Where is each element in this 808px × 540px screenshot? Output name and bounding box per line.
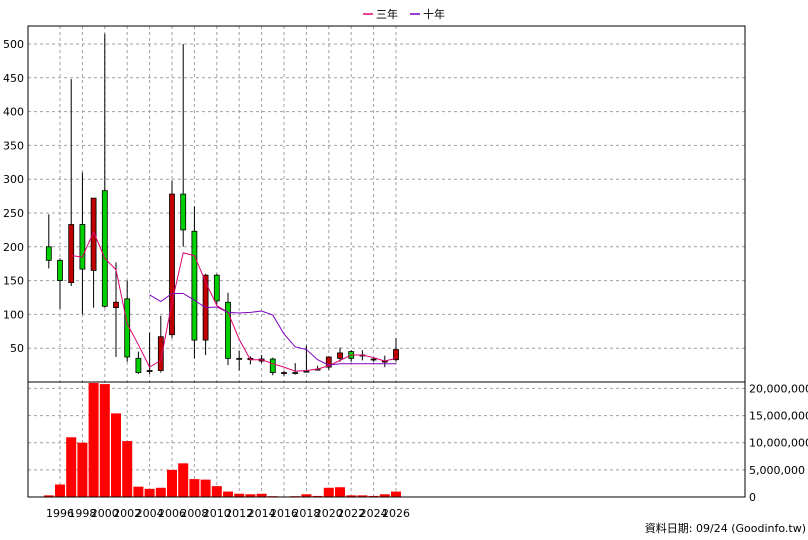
volume-bar [155,487,166,497]
volume-bar [99,384,110,497]
grid [28,26,745,497]
candle-body [57,259,63,282]
volume-bar [391,491,401,497]
year-tick-label: 2008 [180,507,208,520]
volume-bar [178,463,189,497]
volume-bar [211,486,222,497]
volume-bar [43,495,54,497]
volume-tick-label: 0 [749,491,756,504]
volume-bar [189,479,200,497]
candle-body [303,370,310,373]
volume-bar [133,486,144,497]
year-tick-label: 1996 [46,507,74,520]
volume-bar [77,442,88,497]
volume-bar [245,494,256,497]
moving-average-lines [71,230,397,372]
volume-bar [66,437,77,497]
price-tick-label: 150 [3,275,24,288]
year-tick-label: 2006 [158,507,186,520]
volume-tick-label: 15,000,000 [749,410,808,423]
candle-body [90,197,97,271]
volume-tick-label: 5,000,000 [749,464,805,477]
candle-body [393,349,399,361]
ma-line-10yr [149,292,396,366]
candle-body [113,301,119,309]
volume-bar [346,495,357,497]
year-tick-label: 2024 [360,507,388,520]
year-tick-label: 2026 [382,507,410,520]
volume-bar [335,487,345,497]
year-tick-label: 1998 [68,507,96,520]
candlesticks [45,33,399,376]
year-tick-label: 2002 [113,507,141,520]
volume-tick-label: 20,000,000 [749,382,808,395]
candle-body [213,274,220,302]
candle-body [101,190,108,307]
candle-body [146,370,153,372]
candle-body [281,372,287,374]
legend: 三年 十年 [363,7,445,21]
volume-bar [323,487,334,497]
legend-label: 三年 [376,7,398,21]
price-tick-label: 50 [10,342,24,355]
volume-bar [167,469,177,497]
candle-body [191,230,198,341]
candle-body [325,356,332,368]
year-tick-label: 2022 [337,507,365,520]
volume-bar [111,413,121,497]
data-date-footer: 資料日期: 09/24 (Goodinfo.tw) [645,521,806,535]
volume-bar [368,495,379,497]
year-tick-label: 2000 [91,507,119,520]
volume-bar [88,383,99,497]
candle-body [135,357,142,373]
price-tick-label: 450 [3,72,24,85]
year-tick-label: 2014 [248,507,276,520]
volume-bar [200,479,211,497]
candle-body [157,336,164,371]
price-tick-label: 200 [3,241,24,254]
candle-body [225,301,231,359]
candle-body [292,372,299,374]
price-tick-label: 500 [3,38,24,51]
candle-body [337,352,343,359]
year-tick-label: 2020 [315,507,343,520]
candle-body [79,224,86,270]
plot-frame [27,25,746,498]
candle-body [45,246,52,261]
year-tick-label: 2016 [270,507,298,520]
year-tick-label: 2010 [203,507,231,520]
volume-bar [312,495,323,497]
candle-body [236,357,243,360]
year-tick-label: 2004 [136,507,164,520]
volume-bar [122,441,133,497]
candle-body [269,358,276,373]
price-tick-label: 400 [3,106,24,119]
volume-bar [301,494,312,497]
legend-label: 十年 [423,7,445,21]
volume-bar [144,488,155,497]
volume-bar [256,493,267,497]
volume-bar [357,495,368,497]
year-tick-label: 2012 [225,507,253,520]
ma-line-3yr [71,230,397,372]
price-tick-label: 250 [3,207,24,220]
volume-bar [55,484,65,497]
volume-bars [43,383,401,498]
volume-bar [379,494,390,497]
volume-bar [223,491,233,497]
candle-body [180,193,187,231]
price-tick-label: 350 [3,139,24,152]
year-tick-label: 2018 [292,507,320,520]
price-tick-label: 300 [3,173,24,186]
price-tick-label: 100 [3,308,24,321]
candle-body [68,224,75,284]
volume-bar [234,493,245,497]
candle-body [370,358,377,361]
axes: 50 100 150 200 250 300 350 400 450 500 20,000,000 1… [3,25,808,520]
candle-body [169,193,175,336]
volume-tick-label: 10,000,000 [749,437,808,450]
